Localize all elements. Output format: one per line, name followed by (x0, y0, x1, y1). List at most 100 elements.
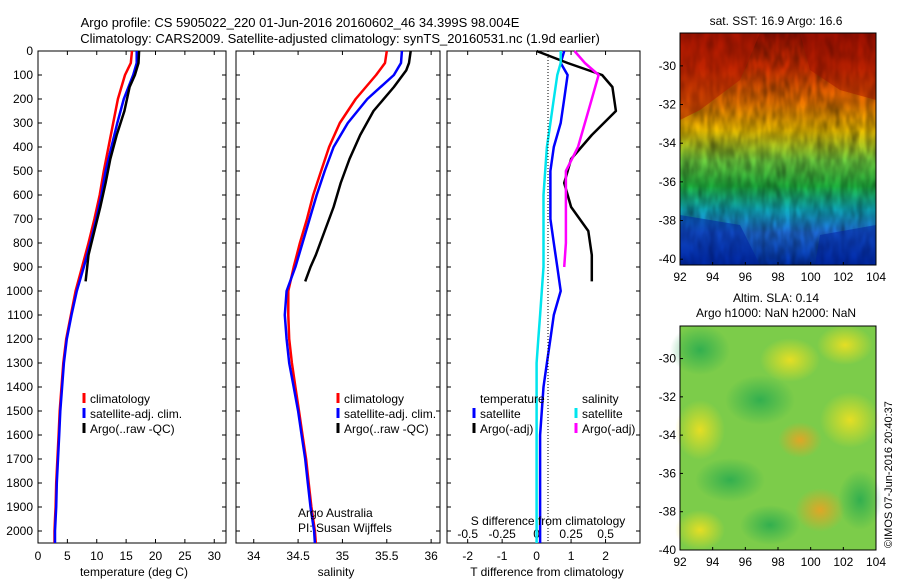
pi-text: PI: Susan Wijffels (298, 521, 392, 535)
series-line-argo-adj (562, 50, 600, 268)
sla-heatmap (670, 325, 882, 550)
salinity-axes-frame (235, 50, 441, 544)
sla-blob (760, 338, 820, 382)
map-x-tick-label: 96 (739, 270, 753, 284)
series-line-satellite (538, 50, 569, 543)
map-y-tick-label: -40 (659, 252, 677, 266)
sla-blob (725, 375, 795, 425)
map-x-tick-label: 94 (706, 555, 720, 569)
credit-text: Argo Australia (298, 506, 373, 520)
map-y-tick-label: -30 (659, 352, 677, 366)
map-y-tick-label: -32 (659, 390, 677, 404)
legend-label-t-argo: Argo(-adj) (480, 422, 533, 436)
y-tick-label: 1400 (6, 380, 33, 394)
x-tick-label: 1 (568, 549, 575, 563)
salinity-plot: 34 34.5 35 35.5 36 (236, 50, 440, 563)
series-line-argo-raw-qc (304, 50, 412, 282)
map-y-tick-label: -36 (659, 175, 677, 189)
sst-cold-patch (815, 225, 876, 265)
series-line-satellite (535, 51, 562, 543)
x-tick-label: 0 (533, 549, 540, 563)
sst-heatmap (680, 33, 876, 265)
y-tick-label: 1300 (6, 356, 33, 370)
sla-blob (838, 470, 882, 530)
x2-tick-label: -0.25 (488, 527, 516, 541)
series-line-satellite-adj-clim (53, 51, 138, 543)
series-line-argo-raw-qc (84, 50, 141, 282)
sla-blob (817, 325, 873, 365)
sst-axis-ticks: 92 94 96 98 100 102 104 -30 -32 -34 -36 -38 -40 (659, 59, 887, 284)
y-tick-label: 500 (13, 164, 33, 178)
y-tick-label: 1600 (6, 428, 33, 442)
legend-label-s-satellite: satellite (582, 407, 623, 421)
legend-label-s-argo: Argo(-adj) (582, 422, 635, 436)
y-tick-label: 1000 (6, 284, 33, 298)
sla-blob (778, 422, 822, 458)
y-tick-label: 200 (13, 92, 33, 106)
figure-title-line2: Climatology: CARS2009. Satellite-adjuste… (80, 31, 600, 46)
legend-label-t-satellite: satellite (480, 407, 521, 421)
temperature-axes-frame (37, 50, 227, 544)
y-tick-label: 100 (13, 68, 33, 82)
sst-cold-patch (680, 215, 760, 265)
sla-blob (695, 458, 765, 502)
x-tick-label: 36 (424, 549, 438, 563)
temperature-xlabel: temperature (deg C) (80, 565, 188, 579)
x-tick-label: 30 (208, 549, 222, 563)
y-tick-label: 1800 (6, 476, 33, 490)
map-x-tick-label: 100 (801, 555, 821, 569)
x-tick-label: -1 (497, 549, 508, 563)
x-tick-label: 35.5 (375, 549, 399, 563)
y-tick-label: 1500 (6, 404, 33, 418)
sst-map-title: sat. SST: 16.9 Argo: 16.6 (710, 14, 843, 28)
x-tick-label: 20 (149, 549, 163, 563)
temperature-plot: 0100200300400500600700800900100011001200… (6, 44, 226, 563)
sla-map-title: Altim. SLA: 0.14 (733, 291, 819, 305)
temperature-legend: climatology satellite-adj. clim. Argo(..… (82, 392, 182, 436)
y-tick-label: 1200 (6, 332, 33, 346)
salinity-legend: climatology satellite-adj. clim. Argo(..… (336, 392, 436, 436)
sla-map-subtitle: Argo h1000: NaN h2000: NaN (696, 306, 856, 320)
y-tick-label: 900 (13, 260, 33, 274)
map-x-tick-label: 94 (706, 270, 720, 284)
map-x-tick-label: 104 (866, 555, 886, 569)
legend-header-temperature: temperature (480, 392, 545, 406)
x-tick-label: 15 (119, 549, 133, 563)
sla-blob (675, 400, 725, 460)
x-tick-label: 34 (247, 549, 261, 563)
y-tick-label: 300 (13, 116, 33, 130)
sla-blob (740, 505, 800, 545)
x-tick-label: 34.5 (286, 549, 310, 563)
y-tick-label: 0 (26, 44, 33, 58)
x-tick-label: 10 (90, 549, 104, 563)
difference-axes-frame (446, 50, 641, 544)
y-tick-label: 1700 (6, 452, 33, 466)
map-x-tick-label: 92 (673, 555, 687, 569)
y-tick-label: 700 (13, 212, 33, 226)
legend-label-climatology: climatology (90, 392, 150, 406)
difference-xlabel: T difference from climatology (470, 565, 624, 579)
series-line-satellite-adj-clim (283, 50, 404, 544)
legend-label-argo: Argo(..raw -QC) (344, 422, 429, 436)
map-y-tick-label: -36 (659, 466, 677, 480)
map-x-tick-label: 92 (673, 270, 687, 284)
map-y-tick-label: -30 (659, 59, 677, 73)
sla-blob (670, 325, 730, 375)
map-x-tick-label: 104 (866, 270, 886, 284)
map-y-tick-label: -40 (659, 543, 677, 557)
difference-plot: -2 -1 0 1 2-0.5 -0.25 0 0.25 0.5 (447, 49, 640, 563)
legend-label-satellite: satellite-adj. clim. (344, 407, 436, 421)
sla-blob (795, 488, 845, 532)
difference-legend: temperature satellite Argo(-adj) salinit… (472, 392, 635, 436)
map-y-tick-label: -32 (659, 98, 677, 112)
series-line-climatology (287, 50, 389, 544)
legend-label-satellite: satellite-adj. clim. (90, 407, 182, 421)
map-y-tick-label: -34 (659, 136, 677, 150)
sst-warm-intrusion (800, 33, 876, 100)
imos-watermark: ©IMOS 07-Jun-2016 20:40:37 (883, 401, 895, 548)
legend-label-climatology: climatology (344, 392, 404, 406)
salinity-xlabel: salinity (318, 565, 355, 579)
x2-tick-label: -0.5 (457, 527, 478, 541)
map-x-tick-label: 102 (833, 555, 853, 569)
sla-blob (675, 510, 725, 550)
